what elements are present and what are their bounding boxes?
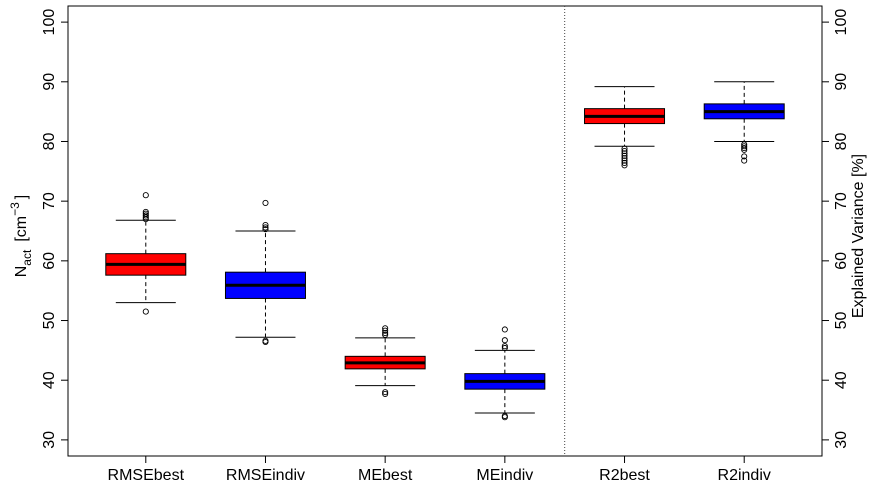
left-tick-label: 50 <box>41 312 58 330</box>
left-axis-title-sub: act <box>20 249 34 266</box>
outlier-point <box>262 221 269 229</box>
right-tick-label: 80 <box>833 132 850 150</box>
outlier-point <box>501 414 508 421</box>
outlier-point <box>142 212 149 219</box>
outlier-point <box>741 143 748 150</box>
outlier-point <box>741 157 748 164</box>
left-axis-title: Nact [cm−3] <box>8 195 34 278</box>
right-tick-label: 30 <box>833 431 850 449</box>
outlier-point <box>262 199 269 206</box>
right-tick-label: 100 <box>833 9 850 36</box>
right-tick-label: 40 <box>833 371 850 389</box>
left-axis-title-unit: [cm <box>13 216 30 242</box>
outlier-point <box>382 389 389 396</box>
outlier-point <box>501 326 508 333</box>
x-tick-label: RMSEbest <box>108 467 185 484</box>
left-tick-label: 90 <box>41 73 58 91</box>
outlier-point <box>501 344 508 352</box>
x-tick-label: R2best <box>599 467 650 484</box>
left-axis-title-close: ] <box>13 195 30 199</box>
outlier-point <box>262 338 269 346</box>
right-axis-title: Explained Variance [%] <box>850 154 867 318</box>
right-tick-label: 60 <box>833 252 850 270</box>
right-tick-label: 70 <box>833 192 850 210</box>
outlier-point <box>142 210 149 217</box>
outlier-point <box>382 390 389 397</box>
x-tick-label: RMSEindiv <box>226 467 305 484</box>
outlier-point <box>142 208 149 215</box>
x-tick-label: MEindiv <box>476 467 533 484</box>
left-tick-label: 100 <box>41 9 58 36</box>
outlier-point <box>501 343 508 350</box>
outlier-point <box>501 337 508 344</box>
right-tick-label: 90 <box>833 73 850 91</box>
outlier-point <box>142 192 149 199</box>
left-tick-label: 40 <box>41 371 58 389</box>
left-tick-label: 30 <box>41 431 58 449</box>
plot-frame <box>67 5 823 457</box>
outlier-point <box>621 162 628 169</box>
left-axis-title-exp: −3 <box>8 202 22 216</box>
outlier-point <box>382 325 389 332</box>
outlier-point <box>741 153 748 160</box>
x-tick-label: MEbest <box>358 467 413 484</box>
outlier-point <box>741 146 748 153</box>
left-axis-title-main: N <box>13 266 30 278</box>
outlier-point <box>382 327 389 334</box>
left-tick-label: 80 <box>41 132 58 150</box>
outlier-point <box>741 144 748 152</box>
right-tick-label: 50 <box>833 312 850 330</box>
outlier-point <box>262 226 269 233</box>
left-tick-label: 70 <box>41 192 58 210</box>
x-tick-label: R2indiv <box>718 467 771 484</box>
outlier-point <box>382 331 389 338</box>
left-tick-label: 60 <box>41 252 58 270</box>
outlier-point <box>142 308 149 315</box>
outlier-point <box>621 159 628 167</box>
outlier-point <box>262 224 269 231</box>
